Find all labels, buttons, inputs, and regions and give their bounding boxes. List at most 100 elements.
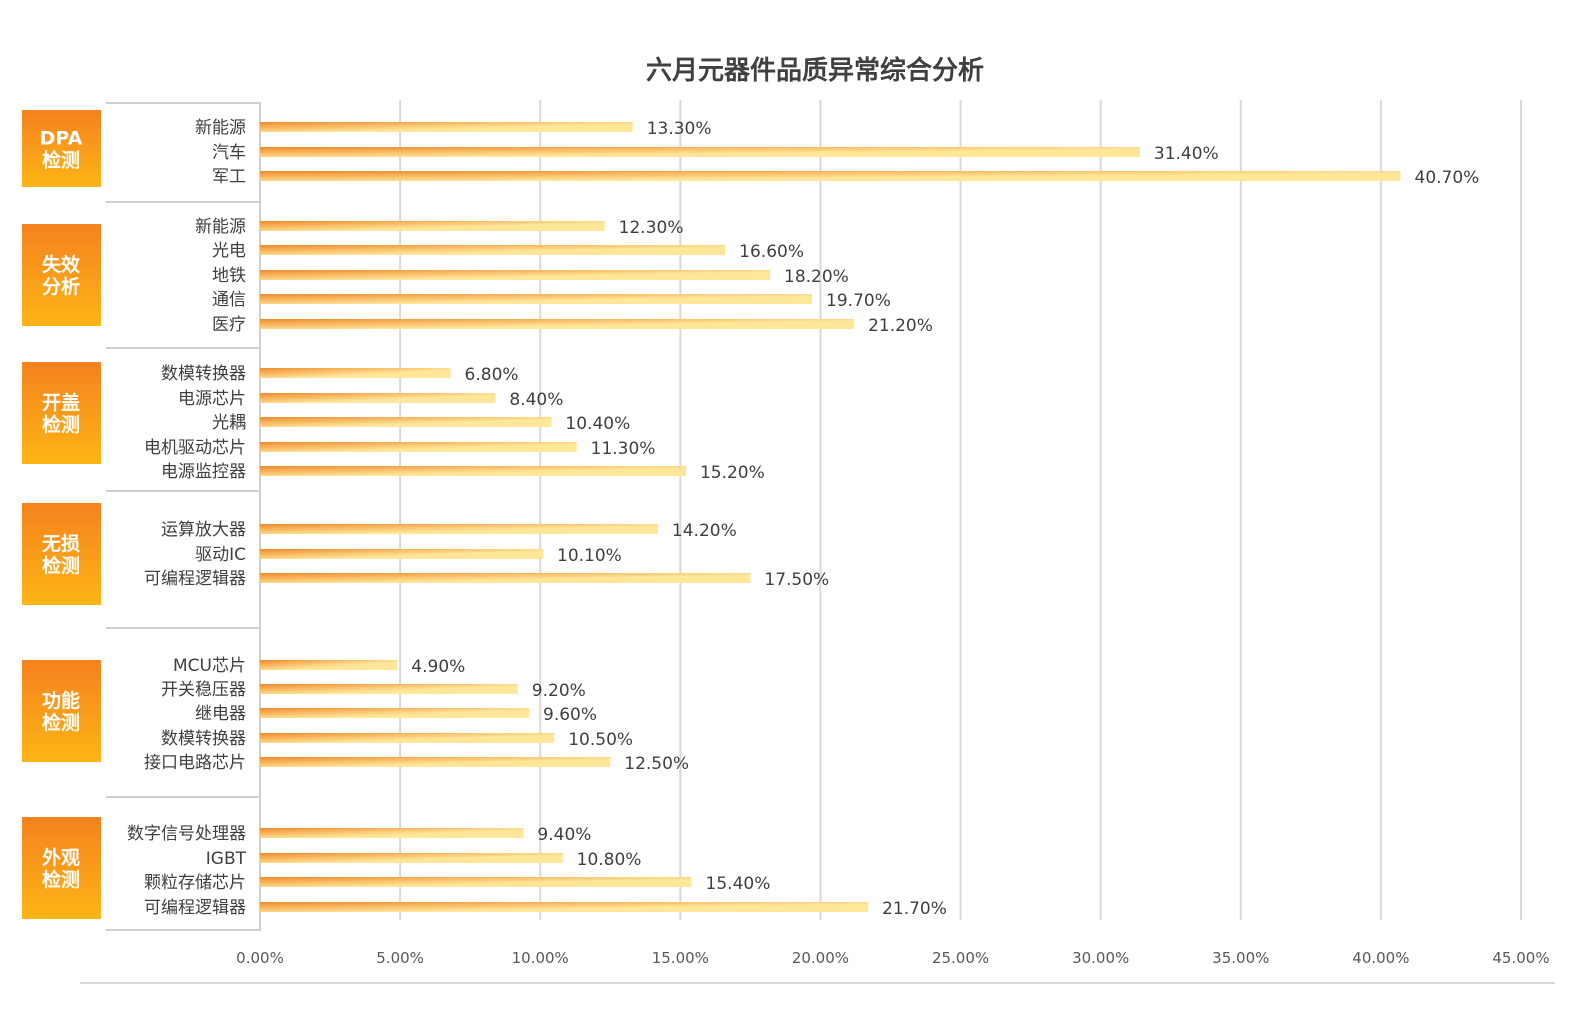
x-tick-label: 35.00% [1212, 949, 1269, 967]
x-tick-label: 30.00% [1072, 949, 1129, 967]
category-label: 开关稳压器 [161, 680, 246, 700]
category-label: 驱动IC [195, 545, 246, 565]
group-label: 检测 [42, 554, 80, 577]
bar [260, 294, 813, 304]
bar [260, 417, 552, 427]
category-label: 电源芯片 [178, 389, 246, 409]
bar [260, 393, 496, 403]
group-label: 开盖 [42, 391, 80, 414]
data-label: 31.40% [1154, 144, 1219, 164]
category-label: 新能源 [195, 217, 246, 237]
data-label: 11.30% [591, 439, 656, 459]
data-label: 4.90% [411, 657, 465, 677]
category-label: IGBT [206, 849, 247, 869]
category-label: 医疗 [212, 315, 246, 335]
bar [260, 368, 451, 378]
bar [260, 828, 524, 838]
group-label: 检测 [42, 711, 80, 734]
bar [260, 733, 555, 743]
bar [260, 319, 855, 329]
bar [260, 122, 633, 132]
group-label: 功能 [42, 689, 80, 712]
x-tick-label: 25.00% [932, 949, 989, 967]
category-label: 新能源 [195, 118, 246, 138]
group-label-box [22, 110, 101, 187]
category-label: 数字信号处理器 [127, 824, 246, 844]
category-label: 继电器 [195, 704, 246, 724]
data-label: 6.80% [465, 365, 519, 385]
x-tick-label: 5.00% [376, 949, 424, 967]
x-tick-label: 15.00% [652, 949, 709, 967]
x-tick-label: 45.00% [1492, 949, 1549, 967]
x-tick-label: 0.00% [236, 949, 284, 967]
group-label-box [22, 224, 101, 326]
bar [260, 708, 530, 718]
category-label: 数模转换器 [161, 729, 246, 749]
x-tick-label: 10.00% [512, 949, 569, 967]
data-label: 15.20% [700, 463, 765, 483]
bar [260, 853, 563, 863]
data-label: 15.40% [706, 874, 771, 894]
category-label: 可编程逻辑器 [144, 569, 246, 589]
data-label: 21.70% [882, 899, 947, 919]
category-label: 电源监控器 [161, 462, 246, 482]
category-label: 通信 [212, 290, 246, 310]
bar [260, 147, 1140, 157]
bar [260, 245, 726, 255]
category-label: 光耦 [212, 413, 246, 433]
chart-title: 六月元器件品质异常综合分析 [645, 56, 984, 86]
group-label: 检测 [42, 149, 80, 172]
group-label: 失效 [42, 253, 80, 276]
group-label: 无损 [42, 533, 80, 555]
data-label: 13.30% [647, 119, 712, 139]
bar [260, 573, 751, 583]
bar [260, 660, 398, 670]
group-label-box [22, 660, 101, 762]
category-label: 光电 [212, 241, 246, 261]
data-label: 40.70% [1415, 168, 1480, 188]
category-label: 可编程逻辑器 [144, 898, 246, 918]
bar [260, 466, 686, 476]
x-tick-label: 40.00% [1352, 949, 1409, 967]
bar [260, 684, 518, 694]
data-label: 16.60% [739, 242, 804, 262]
group-label: DPA [40, 128, 83, 150]
category-label: 颗粒存储芯片 [144, 873, 246, 893]
category-label: 电机驱动芯片 [144, 438, 246, 458]
data-label: 10.10% [557, 546, 622, 566]
bar [260, 902, 869, 912]
category-label: 汽车 [212, 143, 246, 163]
category-label: 数模转换器 [161, 364, 246, 384]
data-label: 17.50% [764, 570, 829, 590]
category-label: MCU芯片 [173, 656, 246, 676]
group-label: 检测 [42, 413, 80, 436]
category-label: 接口电路芯片 [144, 753, 246, 773]
group-bracket [106, 796, 261, 931]
group-label: 外观 [42, 846, 80, 869]
data-label: 10.80% [577, 850, 642, 870]
bar [260, 442, 577, 452]
group-bracket [106, 102, 261, 202]
bar [260, 270, 771, 280]
category-label: 军工 [212, 167, 246, 187]
bar [260, 524, 658, 534]
group-label-box [22, 817, 101, 919]
data-label: 9.60% [543, 705, 597, 725]
group-label-box [22, 362, 101, 464]
bar [260, 171, 1401, 181]
bar [260, 221, 605, 231]
data-label: 14.20% [672, 521, 737, 541]
data-label: 21.20% [868, 316, 933, 336]
data-label: 8.40% [509, 390, 563, 410]
group-label: 检测 [42, 868, 80, 891]
data-label: 9.20% [532, 681, 586, 701]
data-label: 10.50% [568, 730, 633, 750]
data-label: 19.70% [826, 291, 891, 311]
data-label: 12.30% [619, 218, 684, 238]
category-label: 运算放大器 [161, 520, 246, 540]
data-label: 18.20% [784, 267, 849, 287]
data-label: 10.40% [565, 414, 630, 434]
bar [260, 757, 611, 767]
